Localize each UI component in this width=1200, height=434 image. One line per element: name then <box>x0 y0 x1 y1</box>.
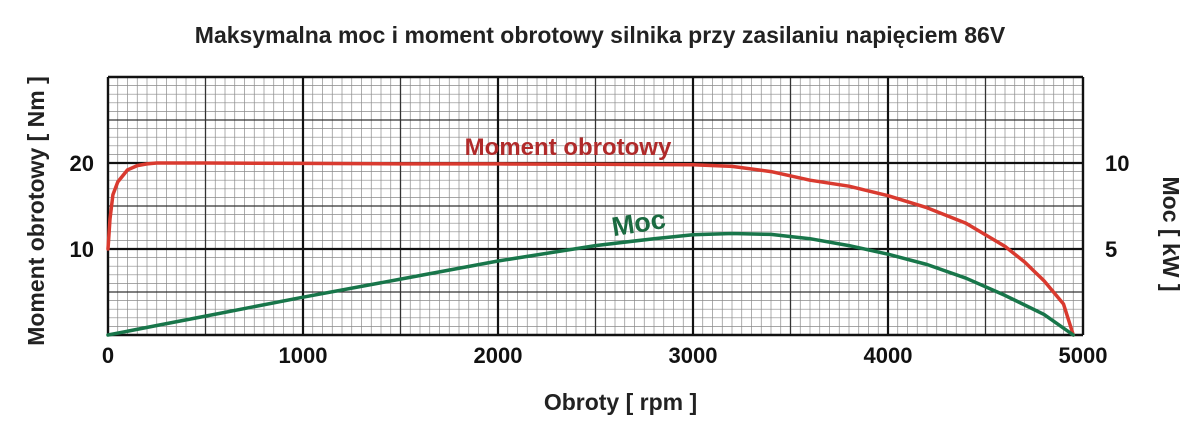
x-tick-label: 5000 <box>1059 343 1108 368</box>
y-left-tick-label: 20 <box>70 151 94 176</box>
series-line-moc <box>106 231 1076 337</box>
chart-title: Maksymalna moc i moment obrotowy silnika… <box>194 22 1006 48</box>
y-right-axis-label: Moc [ kW ] <box>1158 177 1184 292</box>
series-line-moment <box>106 161 1076 337</box>
x-tick-label: 1000 <box>279 343 328 368</box>
x-tick-label: 0 <box>102 343 114 368</box>
x-tick-label: 4000 <box>864 343 913 368</box>
y-left-axis-label: Moment obrotowy [ Nm ] <box>23 76 49 346</box>
x-tick-label: 2000 <box>474 343 523 368</box>
x-axis-label: Obroty [ rpm ] <box>544 389 697 415</box>
series-label-moment: Moment obrotowy <box>465 134 672 161</box>
x-tick-label: 3000 <box>669 343 718 368</box>
y-left-tick-label: 10 <box>70 237 94 262</box>
y-right-tick-label: 10 <box>1105 151 1129 176</box>
y-right-tick-label: 5 <box>1105 237 1117 262</box>
